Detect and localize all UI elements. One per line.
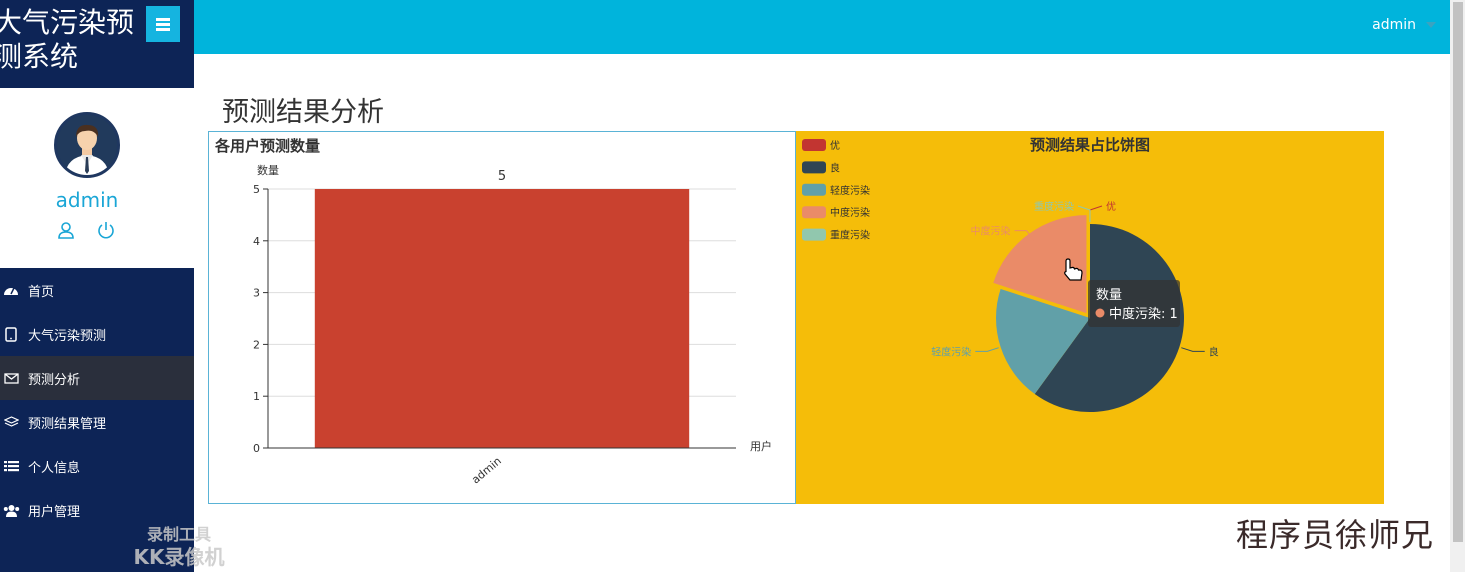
legend-swatch[interactable] [802, 228, 826, 241]
brand: 大气污染预 测系统 [0, 0, 194, 88]
pie-label-line [1181, 347, 1205, 352]
sidebar-item-profile[interactable]: 个人信息 [0, 444, 194, 488]
menu-toggle-button[interactable] [146, 6, 180, 42]
sidebar-item-user-management[interactable]: 用户管理 [0, 488, 194, 532]
legend-label[interactable]: 良 [830, 161, 840, 174]
pie-label-line [1089, 205, 1103, 222]
tooltip-box [1088, 280, 1180, 327]
recorder-watermark: 录制工具 KK录像机 [133, 525, 225, 569]
pie-label-line [1077, 205, 1091, 222]
tooltip-marker [1095, 308, 1105, 318]
y-tick-label: 1 [253, 390, 260, 403]
user-menu[interactable]: admin [1372, 17, 1436, 33]
tooltip-item: 中度污染: 1 [1109, 306, 1178, 322]
bar-value-label: 5 [498, 169, 506, 184]
page-scrollbar[interactable] [1450, 0, 1465, 572]
app-title: 大气污染预 测系统 [0, 6, 135, 73]
list-icon [2, 458, 20, 474]
bar[interactable] [314, 189, 690, 448]
caret-down-icon [1426, 22, 1436, 28]
profile-username: admin [55, 188, 119, 212]
x-tick-label: admin [469, 454, 504, 486]
sidebar-nav: 首页 大气污染预测 预测分析 预测结果管理 个人信息 [0, 268, 194, 532]
y-tick-label: 5 [253, 183, 260, 196]
pie-chart-title: 预测结果占比饼图 [1030, 136, 1150, 154]
y-tick-label: 0 [253, 442, 260, 455]
bar-chart[interactable]: 各用户预测数量 数量 用户 0 1 2 3 4 5 5 admin [209, 132, 795, 503]
pie-label-line [1014, 230, 1034, 241]
legend-label[interactable]: 轻度污染 [830, 184, 870, 197]
legend-swatch[interactable] [802, 206, 826, 219]
hand-cursor-icon [1064, 258, 1083, 281]
legend-label[interactable]: 优 [830, 139, 840, 152]
y-axis-label: 数量 [257, 164, 279, 177]
envelope-icon [2, 370, 20, 386]
top-bar: admin [194, 0, 1450, 54]
page-title: 预测结果分析 [222, 97, 384, 128]
pie-label: 中度污染 [971, 225, 1011, 238]
sidebar-item-home[interactable]: 首页 [0, 268, 194, 312]
tooltip-title: 数量 [1096, 288, 1122, 303]
y-tick-label: 3 [253, 287, 260, 300]
tablet-icon [2, 326, 20, 342]
scrollbar-thumb[interactable] [1453, 2, 1463, 542]
user-icon[interactable] [56, 220, 76, 240]
y-tick-label: 4 [253, 235, 260, 248]
pie-slice[interactable] [993, 215, 1087, 314]
pie-label: 轻度污染 [931, 345, 971, 358]
sidebar-item-prediction[interactable]: 大气污染预测 [0, 312, 194, 356]
dashboard-icon [2, 282, 20, 298]
pie-label-line [975, 347, 999, 352]
author-signature: 程序员徐师兄 [1236, 516, 1435, 554]
pie-label: 优 [1106, 200, 1116, 213]
hamburger-icon [156, 18, 170, 31]
sidebar-item-analysis[interactable]: 预测分析 [0, 356, 194, 400]
x-axis-label: 用户 [750, 439, 772, 453]
legend-swatch[interactable] [802, 161, 826, 174]
pie-chart-panel: 预测结果占比饼图 优良轻度污染 中度污染 重度污染 优良轻度污染 中度污染 重度污染 数… [796, 131, 1384, 504]
tooltip: 数量 中度污染: 1 [1088, 280, 1180, 327]
y-tick-label: 2 [253, 338, 260, 351]
legend-swatch[interactable] [802, 139, 826, 151]
profile-panel: admin [0, 88, 194, 268]
bar-chart-panel: 各用户预测数量 数量 用户 0 1 2 3 4 5 5 admin [208, 131, 796, 504]
pie-label: 良 [1209, 345, 1219, 358]
profile-actions [56, 220, 120, 240]
power-icon[interactable] [96, 220, 116, 240]
users-icon [2, 502, 20, 518]
legend-label[interactable]: 中度污染 [830, 206, 870, 219]
avatar[interactable] [54, 112, 120, 178]
layers-icon [2, 414, 20, 430]
bar-chart-title: 各用户预测数量 [214, 137, 320, 155]
pie-slice[interactable] [996, 288, 1090, 395]
legend-swatch[interactable] [802, 183, 826, 196]
sidebar: 大气污染预 测系统 admin [0, 0, 194, 572]
legend-label[interactable]: 重度污染 [830, 229, 870, 242]
sidebar-item-result-management[interactable]: 预测结果管理 [0, 400, 194, 444]
pie-label: 重度污染 [1034, 200, 1074, 213]
